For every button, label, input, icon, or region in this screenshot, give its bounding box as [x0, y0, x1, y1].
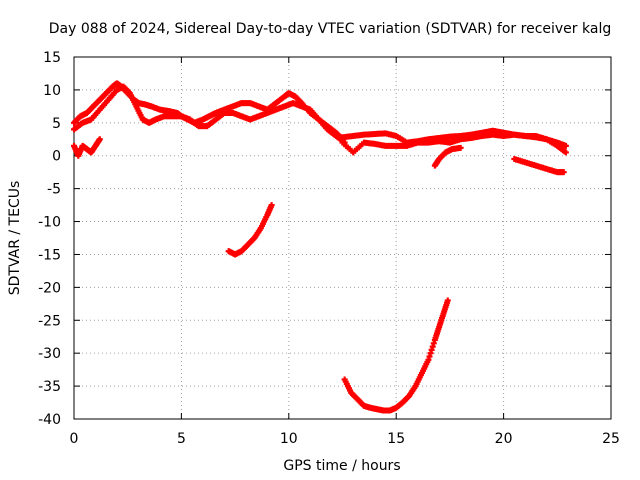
data-point	[96, 136, 103, 143]
y-tick-label: -30	[38, 346, 61, 362]
chart-title: Day 088 of 2024, Sidereal Day-to-day VTE…	[49, 21, 611, 37]
ticks	[73, 56, 612, 420]
x-tick-label: 20	[495, 431, 513, 447]
y-tick-label: 10	[43, 83, 61, 99]
series-upper-track-b	[71, 83, 348, 146]
y-tick-label: 15	[43, 50, 61, 66]
series-arc-mid	[225, 202, 275, 258]
data-point	[562, 149, 569, 156]
series-upper-track-a	[71, 80, 346, 143]
series-late-branch-1	[431, 144, 464, 169]
data-point	[560, 169, 567, 176]
data-points	[71, 80, 569, 414]
x-tick-label: 0	[70, 431, 79, 447]
y-tick-label: -5	[47, 182, 61, 198]
x-axis-label: GPS time / hours	[283, 458, 400, 474]
x-tick-label: 25	[602, 431, 620, 447]
y-tick-label: -10	[38, 215, 61, 231]
y-axis-label: SDTVAR / TECUs	[7, 181, 23, 296]
plot-frame	[73, 56, 612, 420]
data-point	[457, 144, 464, 151]
data-point	[444, 297, 451, 304]
series-tail-lower	[339, 131, 569, 156]
series-early-dip	[71, 136, 103, 159]
grid	[74, 57, 611, 419]
x-tick-label: 10	[280, 431, 298, 447]
x-tick-label: 5	[177, 431, 186, 447]
y-tick-label: 5	[52, 116, 61, 132]
x-tick-label: 15	[387, 431, 405, 447]
series-late-branch-2	[511, 156, 567, 176]
y-tick-label: -20	[38, 280, 61, 296]
y-tick-label: 0	[52, 149, 61, 165]
y-tick-label: -15	[38, 247, 61, 263]
y-tick-label: -35	[38, 379, 61, 395]
data-point	[562, 142, 569, 149]
data-point	[268, 202, 275, 209]
tick-labels: 0 5 10 15 20 25 15 10 5 0 -5 -10 -15 -20 -25 -30 -35 -40	[38, 50, 620, 447]
series-arc-deep	[341, 297, 451, 414]
y-tick-label: -40	[38, 412, 61, 428]
y-tick-label: -25	[38, 313, 61, 329]
